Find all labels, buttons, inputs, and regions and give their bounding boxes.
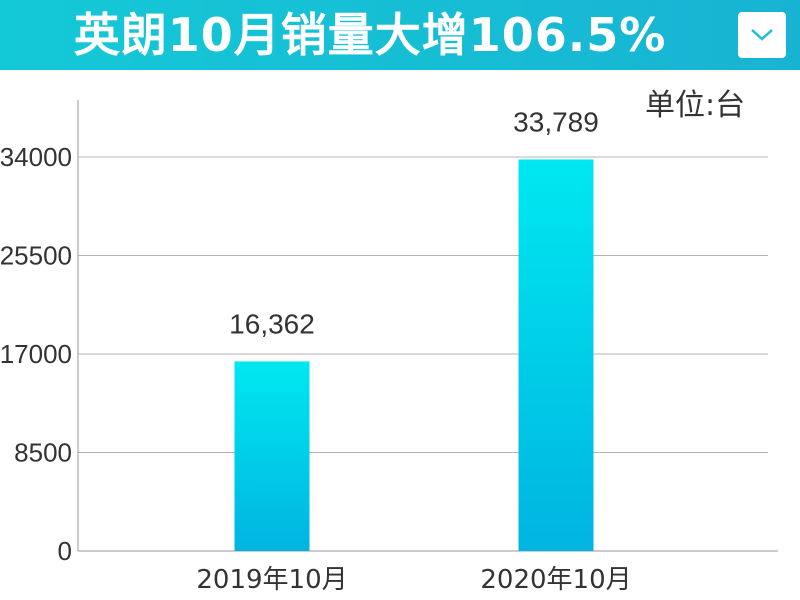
bar-2 [518, 159, 594, 551]
y-tick-label: 8500 [14, 438, 72, 468]
x-category-label: 2020年10月 [480, 565, 631, 595]
dropdown-button[interactable] [738, 12, 786, 58]
bar-value-label: 16,362 [229, 308, 315, 339]
bar-value-label: 33,789 [513, 106, 599, 137]
y-tick-label: 17000 [0, 339, 72, 369]
y-tick-label: 34000 [0, 142, 72, 172]
page-title: 英朗10月销量大增106.5% [73, 8, 667, 62]
x-category-label: 2019年10月 [196, 565, 347, 595]
y-tick-label: 25500 [0, 241, 72, 271]
unit-label: 单位:台 [645, 88, 746, 123]
title-banner: 英朗10月销量大增106.5% [0, 0, 800, 70]
bar-chart: 0 8500 17000 25500 34000 16,362 2019年10月 33,789… [0, 100, 778, 595]
y-tick-label: 0 [58, 536, 72, 566]
bar-1 [234, 361, 310, 551]
chevron-down-icon [751, 29, 773, 41]
